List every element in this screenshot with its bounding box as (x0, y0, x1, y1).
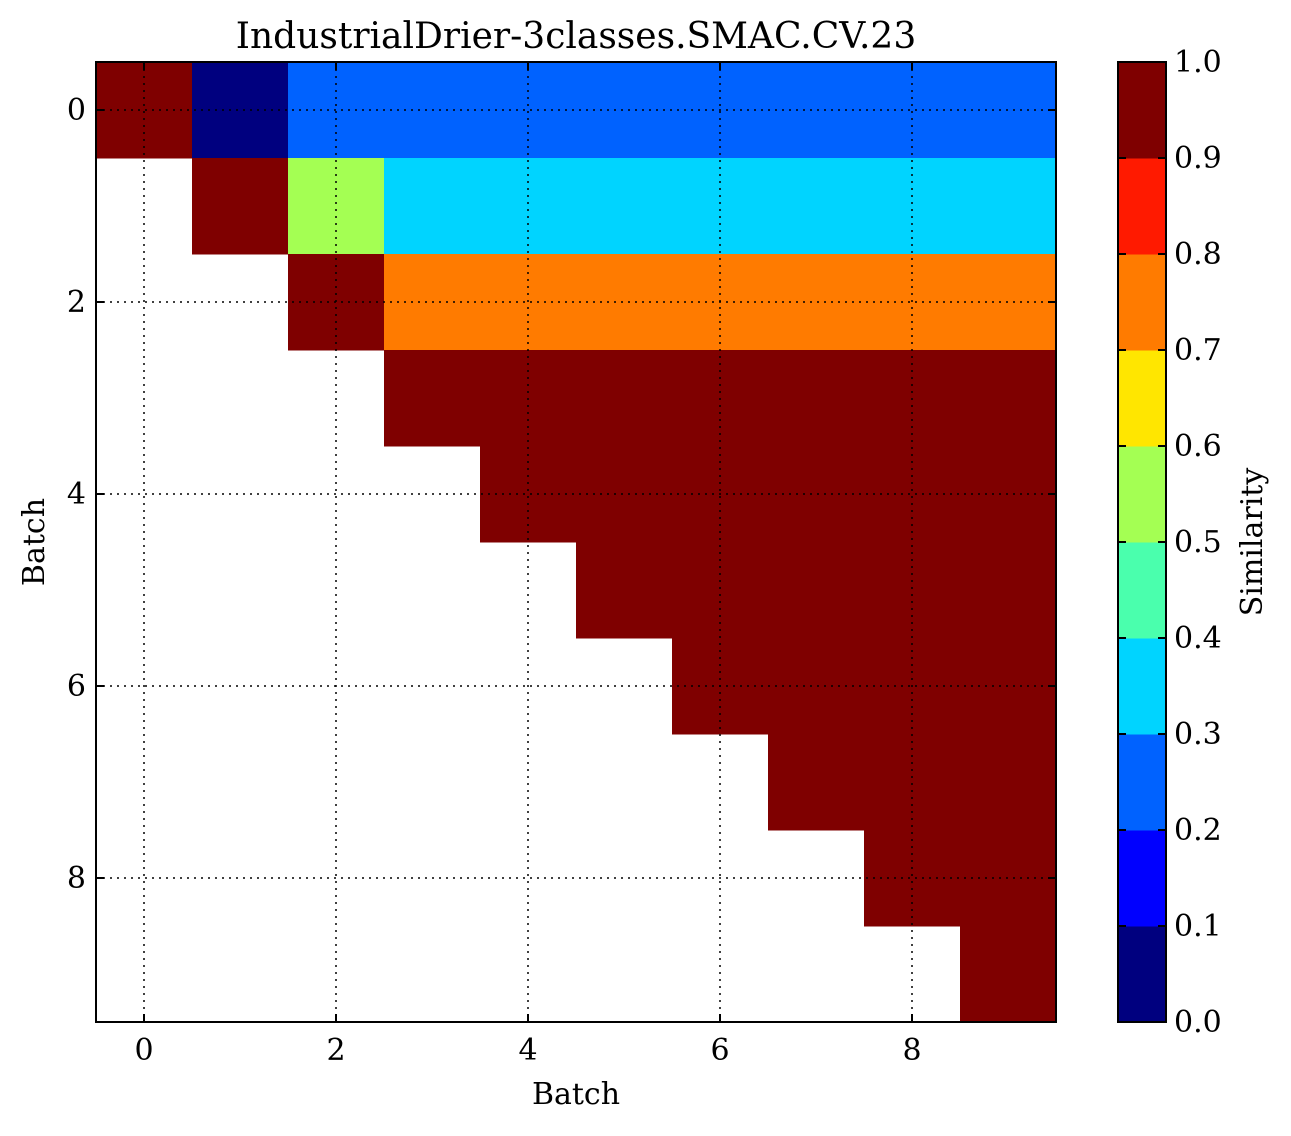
colorbar-segment (1118, 158, 1166, 255)
colorbar-segment (1118, 542, 1166, 639)
heatmap-cell (960, 734, 1057, 831)
colorbar-tick-label: 0.5 (1174, 525, 1222, 560)
colorbar-segment (1118, 638, 1166, 735)
grid-lines (96, 62, 1056, 1022)
x-tick-label: 2 (326, 1033, 345, 1068)
x-tick-label: 4 (518, 1033, 537, 1068)
heatmap-cell (768, 254, 865, 351)
heatmap-cell (768, 542, 865, 639)
colorbar-label: Similarity (1235, 468, 1270, 617)
chart-title: IndustrialDrier-3classes.SMAC.CV.23 (236, 16, 916, 57)
heatmap-cell (480, 158, 577, 255)
heatmap-cell (864, 734, 961, 831)
heatmap-cell (576, 62, 673, 159)
colorbar-tick-label: 0.6 (1174, 429, 1222, 464)
heatmap-cell (288, 62, 385, 159)
y-axis-label: Batch (17, 498, 52, 586)
heatmap-cell (576, 254, 673, 351)
colorbar-segment (1118, 446, 1166, 543)
colorbar-tick-label: 0.1 (1174, 909, 1222, 944)
heatmap-cell (576, 446, 673, 543)
heatmap-cell (864, 542, 961, 639)
colorbar-tick-label: 0.4 (1174, 621, 1222, 656)
heatmap-cell (192, 158, 289, 255)
heatmap-cell (384, 350, 481, 447)
colorbar-tick-label: 1.0 (1174, 45, 1222, 80)
heatmap-cell (960, 62, 1057, 159)
colorbar-tick-label: 0.9 (1174, 141, 1222, 176)
y-tick-label: 6 (67, 669, 86, 704)
colorbar-tick-label: 0.7 (1174, 333, 1222, 368)
x-axis-label: Batch (532, 1077, 620, 1112)
heatmap-cell (576, 542, 673, 639)
heatmap-cell (960, 254, 1057, 351)
heatmap-cell (96, 62, 193, 159)
heatmap-cell (768, 638, 865, 735)
heatmap-cell (288, 158, 385, 255)
colorbar-segment (1118, 62, 1166, 159)
colorbar-segment (1118, 734, 1166, 831)
heatmap-cell (480, 446, 577, 543)
heatmap-cell (960, 350, 1057, 447)
heatmap-cell (192, 62, 289, 159)
heatmap-cell (288, 254, 385, 351)
heatmap-cell (672, 158, 769, 255)
plot-frame (95, 61, 1057, 1023)
heatmap-cell (768, 62, 865, 159)
heatmap-cell (960, 926, 1057, 1023)
heatmap-cell (576, 350, 673, 447)
y-tick-label: 0 (67, 93, 86, 128)
colorbar-tick-label: 0.2 (1174, 813, 1222, 848)
y-tick-label: 8 (67, 861, 86, 896)
heatmap-cell (960, 446, 1057, 543)
heatmap-cell (960, 830, 1057, 927)
heatmap-cell (864, 158, 961, 255)
x-tick-label: 6 (710, 1033, 729, 1068)
colorbar-segment (1118, 254, 1166, 351)
colorbar: 0.0 0.1 0.2 0.3 0.4 0.5 0.6 0.7 0.8 0.9 1.0 (1117, 45, 1222, 1040)
colorbar-segment (1118, 926, 1166, 1023)
heatmap-cell (864, 446, 961, 543)
colorbar-tick-label: 0.0 (1174, 1005, 1222, 1040)
colorbar-tick-label: 0.8 (1174, 237, 1222, 272)
colorbar-segment (1118, 350, 1166, 447)
y-tick-label: 2 (67, 285, 86, 320)
heatmap-cell (768, 158, 865, 255)
y-tick-label: 4 (67, 477, 86, 512)
heatmap-cell (768, 350, 865, 447)
heatmap-cell (384, 158, 481, 255)
colorbar-segment (1118, 830, 1166, 927)
axis-ticks: 0 2 4 6 8 0 2 4 6 8 (67, 62, 1056, 1068)
heatmap-cell (768, 734, 865, 831)
heatmap-cell (576, 158, 673, 255)
heatmap-cell (960, 158, 1057, 255)
colorbar-tick-label: 0.3 (1174, 717, 1222, 752)
heatmap-cell (960, 638, 1057, 735)
heatmap-cell (672, 542, 769, 639)
heatmap-cell (864, 830, 961, 927)
heatmap-cell (768, 446, 865, 543)
heatmap-cell (960, 542, 1057, 639)
heatmap-cells (96, 62, 1057, 1023)
x-tick-label: 8 (902, 1033, 921, 1068)
x-tick-label: 0 (134, 1033, 153, 1068)
